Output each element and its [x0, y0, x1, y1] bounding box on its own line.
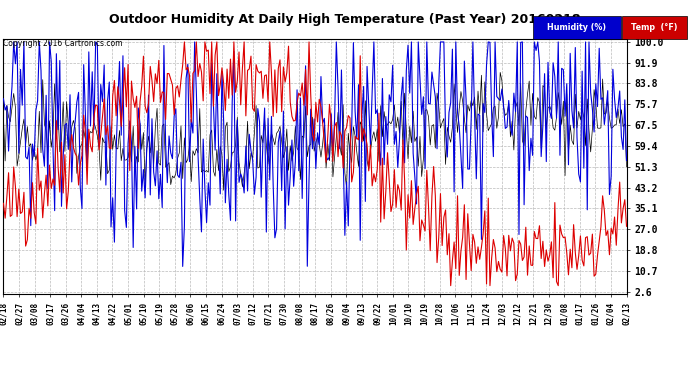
Text: Temp  (°F): Temp (°F): [631, 23, 678, 32]
Text: Outdoor Humidity At Daily High Temperature (Past Year) 20160218: Outdoor Humidity At Daily High Temperatu…: [109, 13, 581, 26]
Text: Humidity (%): Humidity (%): [547, 23, 607, 32]
Text: Copyright 2016 Cartronics.com: Copyright 2016 Cartronics.com: [3, 39, 123, 48]
